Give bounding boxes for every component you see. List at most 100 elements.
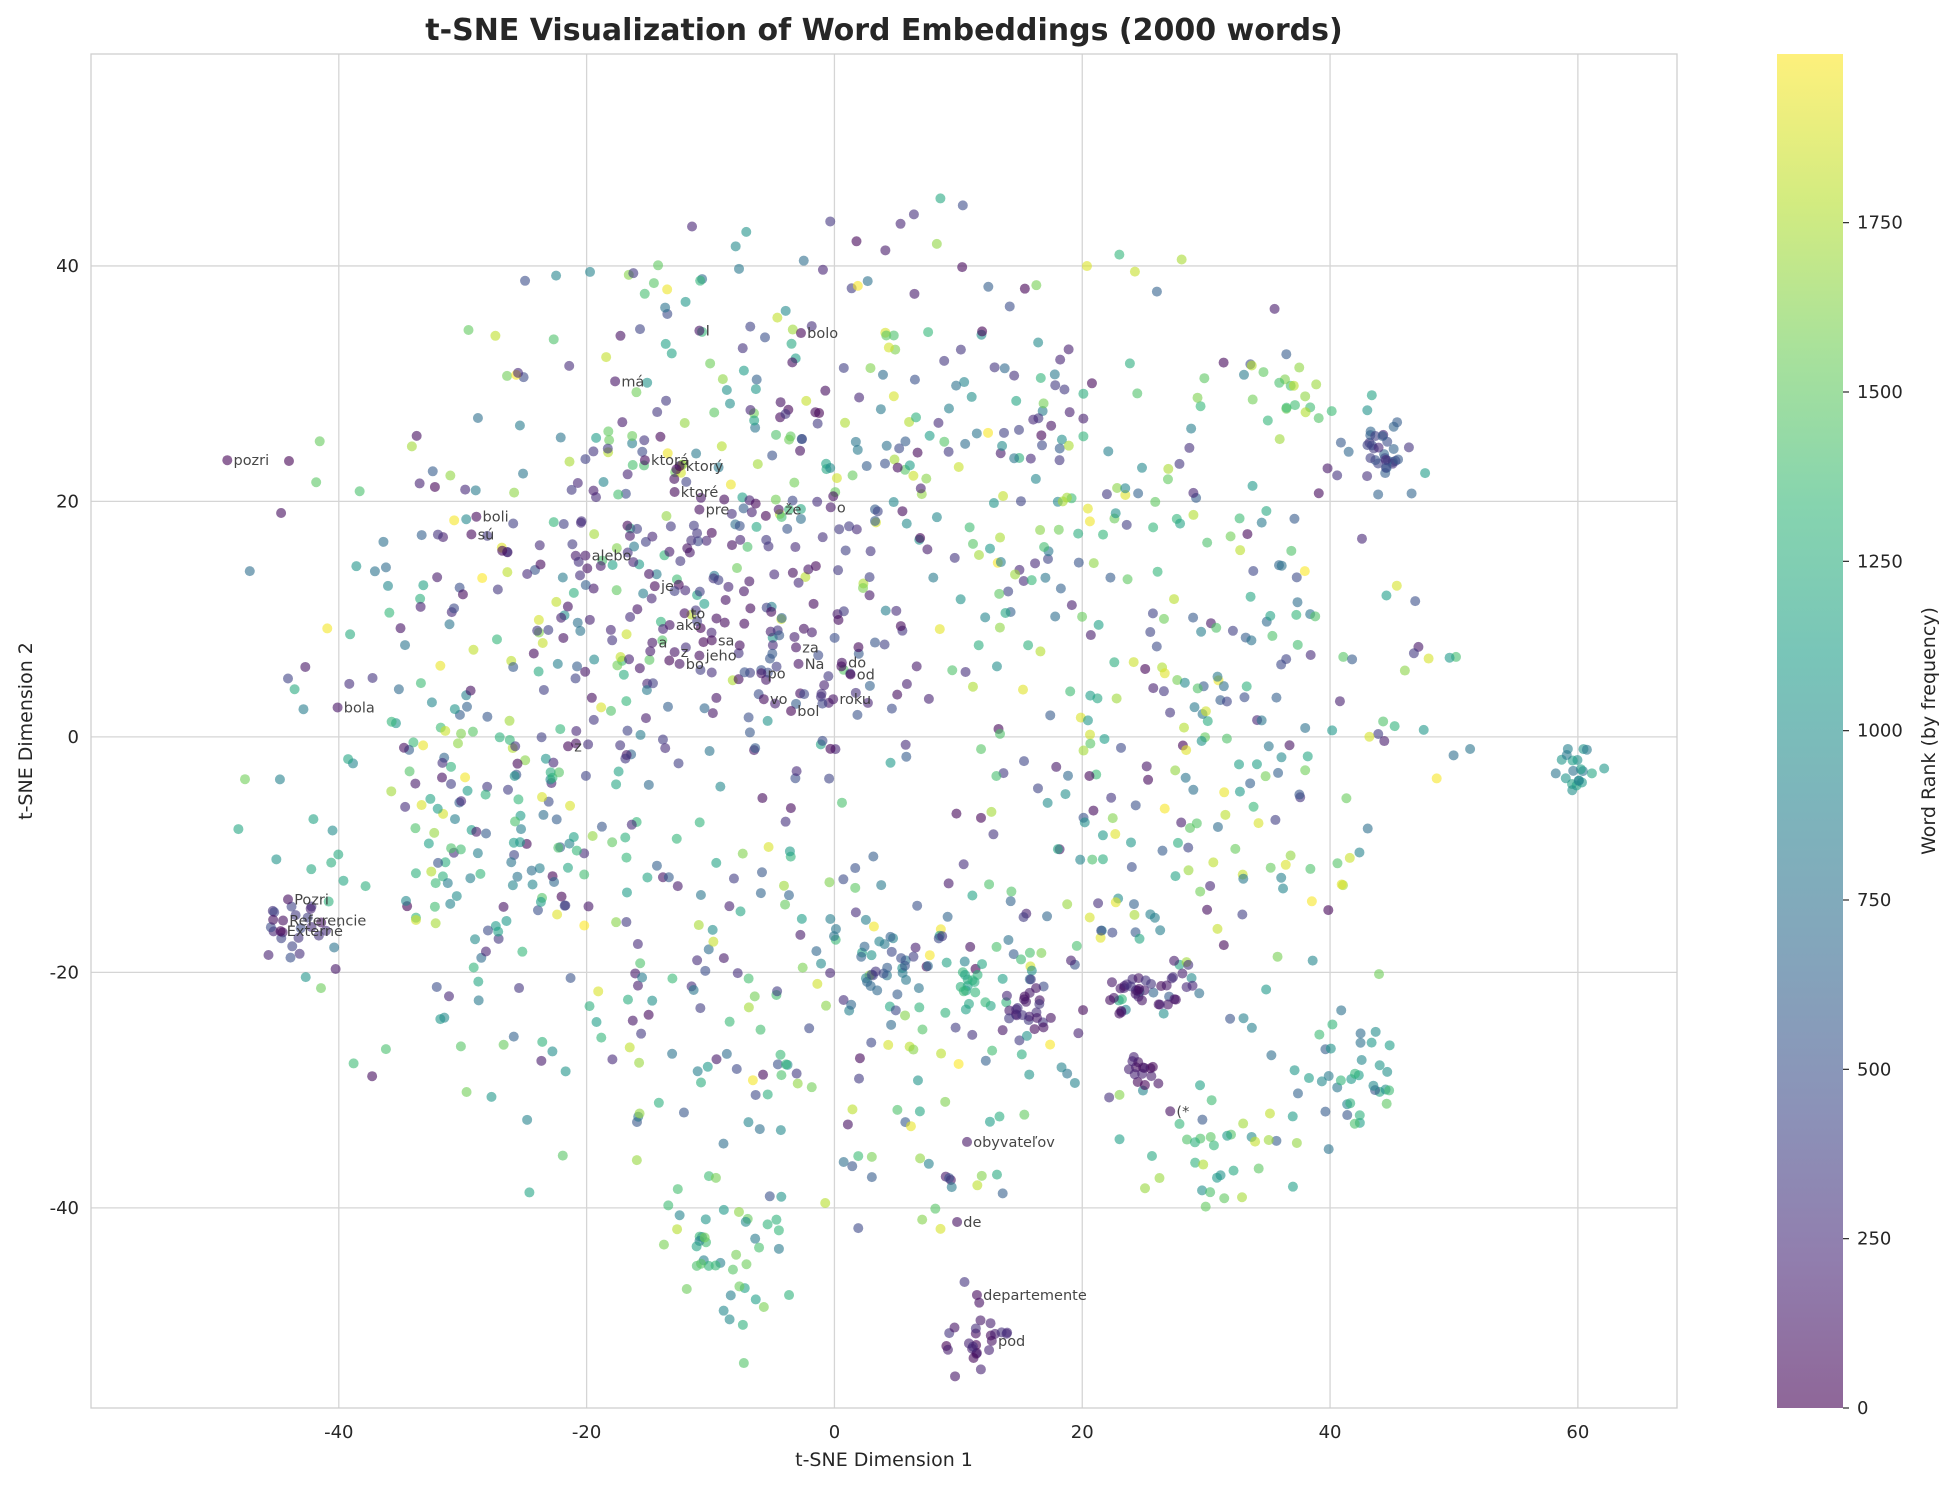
word-annotation: o [837,500,846,516]
scatter-point [968,1353,979,1364]
scatter-point [977,959,988,970]
scatter-point [571,845,582,856]
scatter-point [913,983,924,994]
scatter-point [1023,640,1034,651]
scatter-point [825,462,836,473]
scatter-point [1059,384,1070,395]
scatter-point [959,377,970,388]
scatter-point [637,446,648,457]
scatter-point [1030,558,1041,569]
scatter-point [704,746,715,757]
scatter-point [326,857,337,868]
scatter-point [718,1138,729,1149]
scatter-point [1420,468,1431,479]
y-tick-label: 0 [68,727,79,748]
scatter-point [776,613,787,624]
scatter-point [914,1002,925,1013]
scatter-point [901,751,912,762]
scatter-point [879,639,890,650]
scatter-point [611,585,622,596]
scatter-point [632,604,643,615]
scatter-point [607,837,618,848]
scatter-point [1021,996,1032,1007]
scatter-point [696,1258,707,1269]
scatter-point [931,238,942,249]
scatter-point [620,832,631,843]
scatter-point [1448,750,1459,761]
word-annotation: I [706,324,710,340]
scatter-point [602,443,613,454]
scatter-point [1246,1022,1257,1033]
scatter-point [537,637,548,648]
scatter-point [895,218,906,229]
scatter-point [662,701,673,712]
scatter-point [806,321,817,332]
scatter-point [591,432,602,443]
scatter-point [791,698,802,709]
scatter-point [700,1214,711,1225]
scatter-point [824,877,835,888]
scatter-point [816,688,827,699]
scatter-point [446,779,457,790]
scatter-point [936,1048,947,1059]
scatter-point [870,966,881,977]
scatter-point [757,793,768,804]
scatter-point [432,529,443,540]
scatter-point [604,435,615,446]
scatter-point [743,1117,754,1128]
scatter-point [423,838,434,849]
scatter-point [811,946,822,957]
scatter-point [706,667,717,678]
scatter-point [1071,940,1082,951]
scatter-point [294,948,305,959]
scatter-point [1314,1029,1325,1040]
scatter-point [1341,793,1352,804]
scatter-point [557,1150,568,1161]
scatter-point [467,726,478,737]
scatter-point [572,661,583,672]
scatter-point [311,477,322,488]
scatter-point [987,1045,998,1056]
scatter-point [425,793,436,804]
scatter-point [719,617,730,628]
scatter-point [627,430,638,441]
scatter-point [401,895,412,906]
word-annotation: za [802,640,819,656]
word-annotation: bol [797,704,819,720]
y-tick-label: 20 [56,491,79,512]
scatter-point [997,1188,1008,1199]
scatter-point [1406,488,1417,499]
scatter-point [790,542,801,553]
scatter-point [1192,392,1203,403]
scatter-point [737,343,748,354]
scatter-point [949,1322,960,1333]
scatter-point [1129,909,1140,920]
scatter-point [554,767,565,778]
scatter-point [1140,1183,1151,1194]
scatter-point [1238,1013,1249,1024]
scatter-point [1183,842,1194,853]
scatter-point [908,1044,919,1055]
scatter-point [460,484,471,495]
scatter-point [883,1039,894,1050]
scatter-point [799,689,810,700]
scatter-point [1381,1098,1392,1109]
scatter-point [1093,619,1104,630]
scatter-point [671,833,682,844]
scatter-point [627,460,638,471]
word-annotation: sa [718,633,734,649]
scatter-point [446,761,457,772]
scatter-point [680,585,691,596]
scatter-point [556,612,567,623]
scatter-point [560,900,571,911]
scatter-point [611,917,622,928]
scatter-point [928,572,939,583]
scatter-point [580,770,591,781]
scatter-point [823,671,834,682]
scatter-point [980,612,991,623]
scatter-point [1154,1173,1165,1184]
scatter-point [724,1016,735,1027]
scatter-point [1349,1118,1360,1129]
scatter-point [445,898,456,909]
scatter-point [593,986,604,997]
